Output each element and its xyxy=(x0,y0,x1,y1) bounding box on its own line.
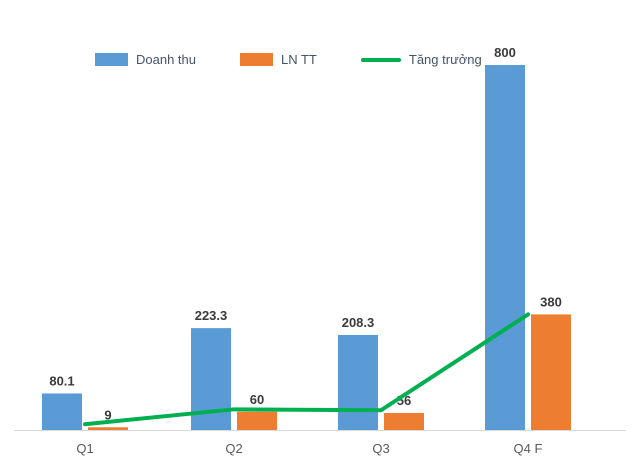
bar-label-doanh-thu-Q4 F: 800 xyxy=(494,45,516,60)
legend-item-lntt: LN TT xyxy=(240,52,317,67)
category-label-Q1: Q1 xyxy=(76,441,93,456)
legend-label-doanh-thu: Doanh thu xyxy=(136,52,196,67)
bar-doanh-thu-Q3 xyxy=(338,334,378,430)
legend-label-lntt: LN TT xyxy=(281,52,317,67)
bar-label-doanh-thu-Q3: 208.3 xyxy=(342,315,375,330)
bar-label-lntt-Q4 F: 380 xyxy=(540,294,562,309)
bar-doanh-thu-Q4 F xyxy=(485,65,525,430)
category-label-Q4 F: Q4 F xyxy=(514,441,543,456)
bar-label-doanh-thu-Q1: 80.1 xyxy=(49,373,74,388)
bar-lntt-Q3 xyxy=(384,412,424,430)
legend-line-swatch-tang-truong xyxy=(360,57,401,62)
category-label-Q2: Q2 xyxy=(225,441,242,456)
bar-lntt-Q2 xyxy=(237,411,277,430)
legend-swatch-lntt xyxy=(240,53,273,66)
chart-legend: Doanh thu LN TT Tăng trưởng xyxy=(95,52,482,67)
legend-item-doanh-thu: Doanh thu xyxy=(95,52,196,67)
bar-doanh-thu-Q1 xyxy=(42,393,82,430)
bar-label-lntt-Q1: 9 xyxy=(104,407,111,422)
bar-lntt-Q4 F xyxy=(531,314,571,430)
category-label-Q3: Q3 xyxy=(372,441,389,456)
legend-label-tang-truong: Tăng trưởng xyxy=(408,52,482,67)
bar-label-lntt-Q2: 60 xyxy=(250,392,264,407)
bar-label-doanh-thu-Q2: 223.3 xyxy=(195,308,228,323)
legend-swatch-doanh-thu xyxy=(95,53,128,66)
growth-line xyxy=(83,312,530,427)
bar-lntt-Q1 xyxy=(88,427,128,430)
legend-item-tang-truong: Tăng trưởng xyxy=(360,52,482,67)
